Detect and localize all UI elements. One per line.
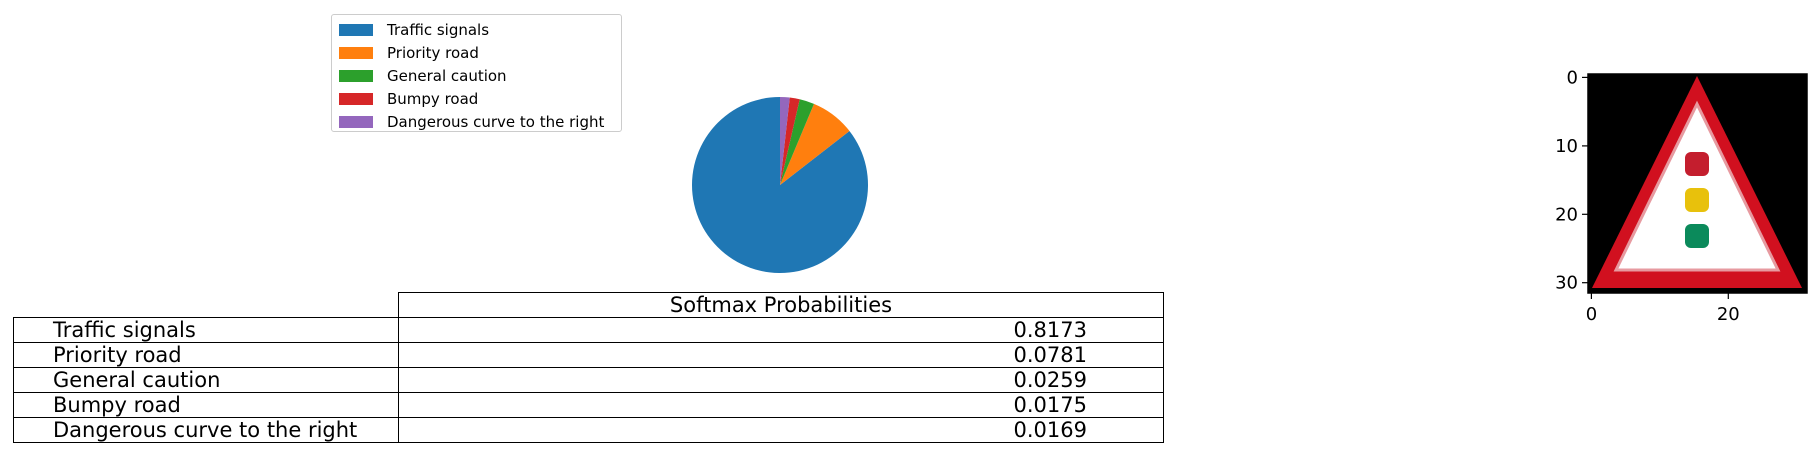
y-tick-label: 20: [1555, 204, 1578, 225]
legend-label: Priority road: [387, 44, 479, 62]
legend-swatch: [339, 47, 373, 59]
softmax-table: Softmax Probabilities Traffic signals 0.…: [13, 292, 1164, 443]
row-label: Bumpy road: [13, 392, 399, 418]
legend-swatch: [339, 24, 373, 36]
image-frame: [1587, 73, 1808, 294]
pie-slice-1: [780, 103, 850, 185]
pie-chart: [692, 97, 869, 273]
sign-image-plot: 0 20 0 10 20 30: [1555, 67, 1808, 325]
row-label: Priority road: [13, 342, 399, 368]
legend-item: Bumpy road: [339, 89, 478, 109]
green-light: [1685, 224, 1709, 248]
legend-item: Traffic signals: [339, 20, 489, 40]
legend-label: Traffic signals: [387, 21, 490, 39]
table-row: General caution 0.0259: [13, 367, 1164, 393]
legend-swatch: [339, 93, 373, 105]
row-value: 0.0259: [398, 367, 1164, 393]
legend-label: General caution: [387, 67, 507, 85]
y-tick-label: 10: [1555, 136, 1578, 157]
legend-swatch: [339, 116, 373, 128]
table-column-header: Softmax Probabilities: [398, 292, 1164, 318]
legend-label: Dangerous curve to the right: [387, 113, 605, 131]
legend-swatch: [339, 70, 373, 82]
row-value: 0.0781: [398, 342, 1164, 368]
legend-item: Priority road: [339, 43, 479, 63]
sign-white-interior: [1616, 104, 1778, 270]
table-corner: [14, 293, 399, 318]
red-light: [1685, 152, 1709, 176]
table-row: Dangerous curve to the right 0.0169: [13, 417, 1164, 443]
yellow-light: [1685, 188, 1709, 212]
legend-label: Bumpy road: [387, 90, 479, 108]
row-label: Dangerous curve to the right: [13, 417, 399, 443]
row-value: 0.0175: [398, 392, 1164, 418]
row-label: Traffic signals: [13, 317, 399, 343]
pie-slice-0: [692, 97, 869, 273]
x-tick-label: 0: [1586, 304, 1597, 325]
table-row: Bumpy road 0.0175: [13, 392, 1164, 418]
y-tick-label: 0: [1567, 67, 1578, 88]
pie-legend: Traffic signals Priority road General ca…: [331, 14, 622, 132]
pie-slice-3: [780, 97, 800, 185]
legend-item: Dangerous curve to the right: [339, 112, 604, 132]
sign-inner-edge: [1613, 100, 1781, 272]
x-tick-label: 20: [1717, 304, 1740, 325]
pie-slice-2: [780, 99, 814, 185]
table-header-row: Softmax Probabilities: [14, 292, 1164, 318]
table-row: Priority road 0.0781: [13, 342, 1164, 368]
row-value: 0.0169: [398, 417, 1164, 443]
row-value: 0.8173: [398, 317, 1164, 343]
pie-slice-4: [780, 97, 790, 185]
table-row: Traffic signals 0.8173: [13, 317, 1164, 343]
y-tick-label: 30: [1555, 273, 1578, 294]
row-label: General caution: [13, 367, 399, 393]
image-axes: 0 20 0 10 20 30: [1555, 67, 1808, 325]
legend-item: General caution: [339, 66, 507, 86]
